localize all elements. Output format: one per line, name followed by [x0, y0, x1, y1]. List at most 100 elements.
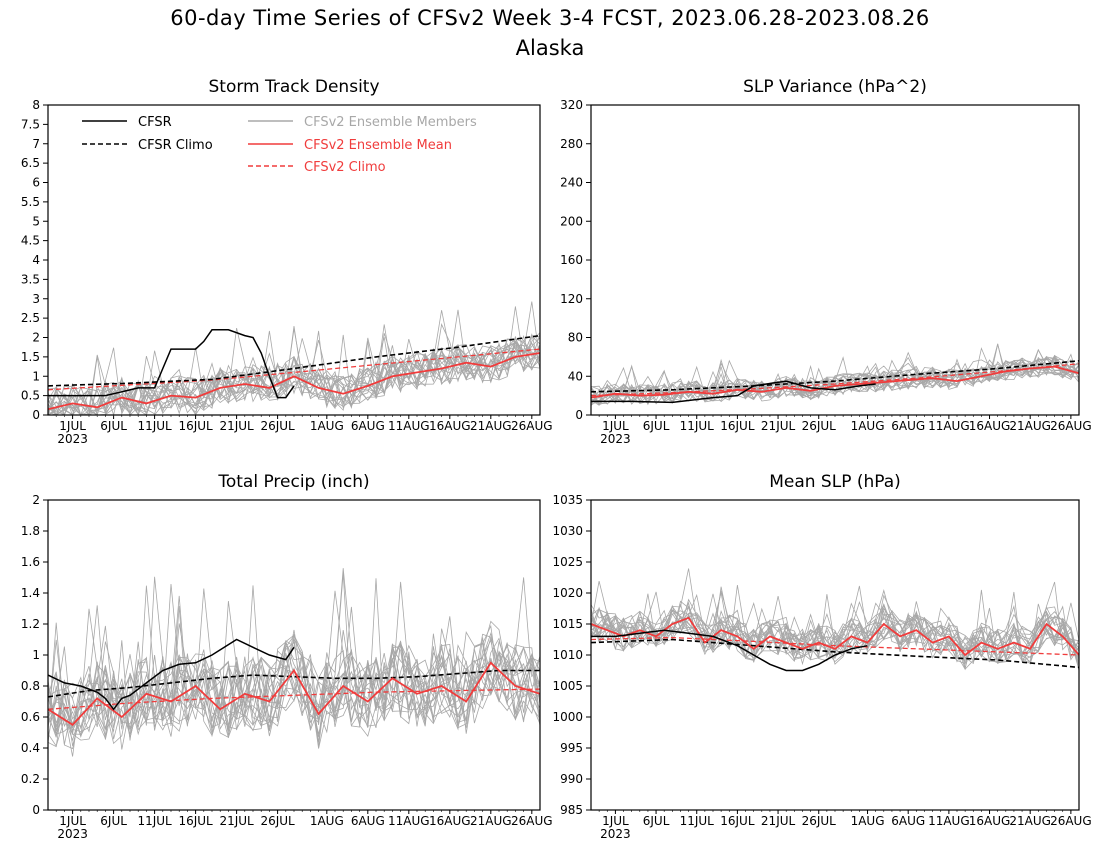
x-tick-label: 16JUL	[720, 814, 755, 828]
x-tick-label: 26JUL	[260, 419, 295, 433]
x-tick-label: 6AUG	[891, 419, 925, 433]
x-tick-label: 1JUL	[602, 814, 629, 828]
x-tick-label: 16JUL	[178, 814, 213, 828]
y-tick-label: 0.4	[21, 741, 40, 755]
ensemble-member-line	[47, 338, 541, 417]
legend-cfsr-label: CFSR	[138, 115, 172, 130]
x-tick-label: 21JUL	[761, 814, 796, 828]
cfsv2-climo-line	[47, 348, 541, 391]
y-tick-label: 0.2	[21, 772, 40, 786]
panel-title: Storm Track Density	[208, 77, 379, 97]
x-tick-label: 11AUG	[928, 419, 970, 433]
x-tick-label: 6AUG	[891, 814, 925, 828]
ensemble-member-line	[590, 351, 1080, 403]
ensemble-member-line	[590, 593, 1080, 663]
y-tick-label: 1025	[552, 555, 583, 569]
y-tick-label: 0.5	[21, 389, 40, 403]
y-tick-label: 7	[32, 137, 40, 151]
y-tick-label: 7.5	[21, 117, 40, 131]
x-tick-label: 6JUL	[100, 419, 127, 433]
y-tick-label: 1015	[552, 617, 583, 631]
x-tick-label: 6JUL	[643, 814, 670, 828]
x-tick-label: 26JUL	[802, 419, 837, 433]
ensemble-member-line	[590, 603, 1080, 660]
x-year-label: 2023	[600, 827, 631, 841]
y-tick-label: 5.5	[21, 195, 40, 209]
y-tick-label: 0.8	[21, 679, 40, 693]
x-tick-label: 1AUG	[310, 814, 344, 828]
y-tick-label: 8	[32, 98, 40, 112]
figure-subtitle: Alaska	[515, 36, 585, 60]
figure-title: 60-day Time Series of CFSv2 Week 3-4 FCS…	[170, 6, 930, 30]
ensemble-mean-line	[590, 616, 1080, 657]
chart-panel-2: SLP Variance (hPa^2) 0 40 80 120 160 200 240 280…	[560, 77, 1092, 446]
y-tick-label: 1.2	[21, 617, 40, 631]
ensemble-member-line	[590, 585, 1080, 660]
cfsv2-climo-line	[47, 688, 541, 710]
y-tick-label: 160	[560, 253, 583, 267]
x-tick-label: 26AUG	[511, 419, 553, 433]
cfsv2-climo-line	[590, 636, 1080, 656]
x-tick-label: 21JUL	[219, 814, 254, 828]
x-tick-label: 6JUL	[643, 419, 670, 433]
y-tick-label: 1	[32, 648, 40, 662]
panel-title: SLP Variance (hPa^2)	[743, 77, 927, 97]
cfsr-climo-line	[47, 334, 541, 387]
x-tick-label: 21JUL	[761, 419, 796, 433]
y-tick-label: 3	[32, 292, 40, 306]
cfsr-climo-line	[590, 638, 1080, 669]
y-tick-label: 5	[32, 214, 40, 228]
y-tick-label: 1010	[552, 648, 583, 662]
x-year-label: 2023	[57, 432, 88, 446]
plot-frame	[590, 104, 1080, 416]
plot-frame	[47, 499, 541, 811]
y-tick-label: 2	[32, 331, 40, 345]
ensemble-member-line	[47, 568, 541, 741]
y-tick-label: 1.4	[21, 586, 40, 600]
cfsr-line	[48, 329, 295, 399]
cfsr-climo-line	[590, 360, 1080, 393]
x-tick-label: 6AUG	[351, 419, 385, 433]
x-tick-label: 16AUG	[969, 419, 1011, 433]
plot-frame	[590, 499, 1080, 811]
y-tick-label: 1030	[552, 524, 583, 538]
ensemble-member-line	[590, 343, 1079, 405]
legend-ensemble-mean-label: CFSv2 Ensemble Mean	[304, 138, 452, 153]
panel-title: Mean SLP (hPa)	[769, 472, 901, 492]
x-tick-label: 16AUG	[429, 419, 471, 433]
ensemble-member-line	[47, 309, 541, 417]
y-tick-label: 280	[560, 137, 583, 151]
ensemble-member-line	[590, 348, 1080, 403]
x-tick-label: 21JUL	[219, 419, 254, 433]
ensemble-member-line	[47, 323, 541, 417]
x-tick-label: 6AUG	[351, 814, 385, 828]
x-tick-label: 11JUL	[137, 419, 172, 433]
y-tick-label: 0	[575, 408, 583, 422]
y-tick-label: 80	[568, 331, 583, 345]
y-tick-label: 1000	[552, 710, 583, 724]
x-tick-label: 11JUL	[137, 814, 172, 828]
x-tick-label: 26AUG	[511, 814, 553, 828]
y-tick-label: 1.6	[21, 555, 40, 569]
y-tick-label: 3.5	[21, 272, 40, 286]
chart-panel-1: Storm Track Density 0 0.5 1 1.5 2 2.5 3 3.5 4 4.5 5…	[21, 77, 553, 446]
x-tick-label: 16AUG	[969, 814, 1011, 828]
x-tick-label: 26JUL	[260, 814, 295, 828]
x-tick-label: 1AUG	[310, 419, 344, 433]
legend-ensemble-members-label: CFSv2 Ensemble Members	[304, 115, 477, 130]
x-tick-label: 21AUG	[1009, 419, 1051, 433]
cfsr-climo-line	[47, 669, 540, 698]
ensemble-member-line	[590, 606, 1080, 670]
ensemble-mean-line	[47, 661, 541, 726]
x-tick-label: 21AUG	[1009, 814, 1051, 828]
y-tick-label: 1005	[552, 679, 583, 693]
ensemble-member-line	[47, 581, 541, 748]
x-tick-label: 21AUG	[470, 419, 512, 433]
ensemble-member-line	[590, 357, 1080, 405]
cfsr-line	[591, 629, 868, 672]
x-tick-label: 26AUG	[1050, 419, 1092, 433]
y-tick-label: 0.6	[21, 710, 40, 724]
x-tick-label: 1JUL	[602, 419, 629, 433]
plot-frame	[47, 104, 541, 416]
